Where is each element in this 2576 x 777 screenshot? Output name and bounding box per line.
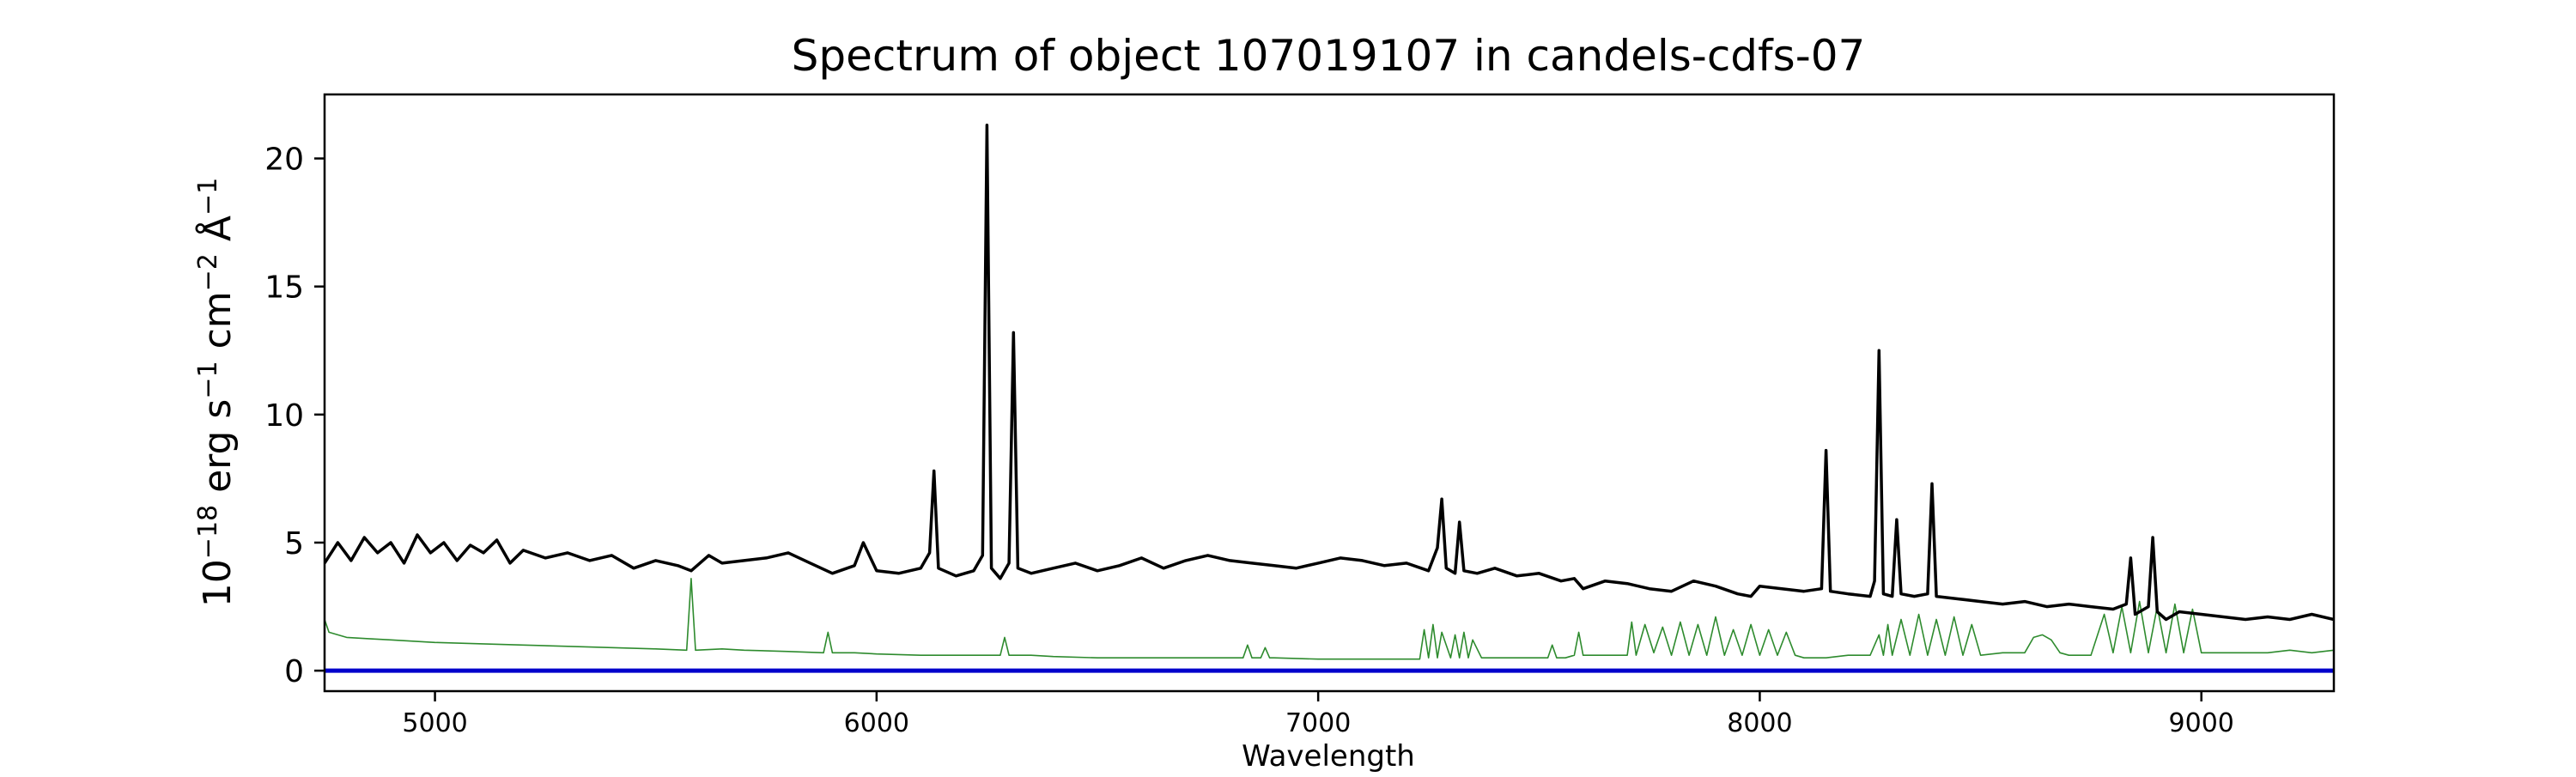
y-tick-label: 20 [264, 143, 304, 178]
x-tick-label: 6000 [844, 708, 909, 738]
x-axis: 5000 6000 7000 8000 9000 [402, 691, 2234, 738]
flux-series-line [325, 124, 2334, 622]
x-axis-label: Wavelength [1242, 739, 1415, 773]
y-axis-label-exp: −18 [193, 505, 223, 559]
x-tick-label: 8000 [1727, 708, 1792, 738]
plot-frame [323, 93, 2336, 693]
y-axis-label-exp2: −1 [193, 361, 223, 398]
y-axis-label-text1: erg s [196, 399, 240, 505]
y-tick-label: 5 [284, 526, 304, 562]
x-tick-label: 7000 [1285, 708, 1351, 738]
error-series-line [325, 578, 2334, 660]
chart-title: Spectrum of object 107019107 in candels-… [792, 31, 1866, 81]
y-axis-label-base: 10 [196, 559, 240, 607]
y-tick-label: 10 [264, 398, 304, 434]
y-axis-label-exp4: −1 [193, 178, 223, 215]
y-axis-label: 10−18 erg s−1 cm−2 Å−1 [193, 178, 240, 607]
x-tick-label: 9000 [2169, 708, 2234, 738]
y-axis-label-text2: cm [196, 291, 240, 361]
y-tick-label: 15 [264, 270, 304, 306]
y-axis: 0 5 10 15 20 [264, 143, 325, 689]
x-tick-label: 5000 [402, 708, 467, 738]
y-axis-label-text3: Å [194, 215, 240, 253]
y-axis-label-exp3: −2 [193, 253, 223, 291]
series-layer [325, 124, 2334, 673]
y-tick-label: 0 [284, 654, 304, 689]
